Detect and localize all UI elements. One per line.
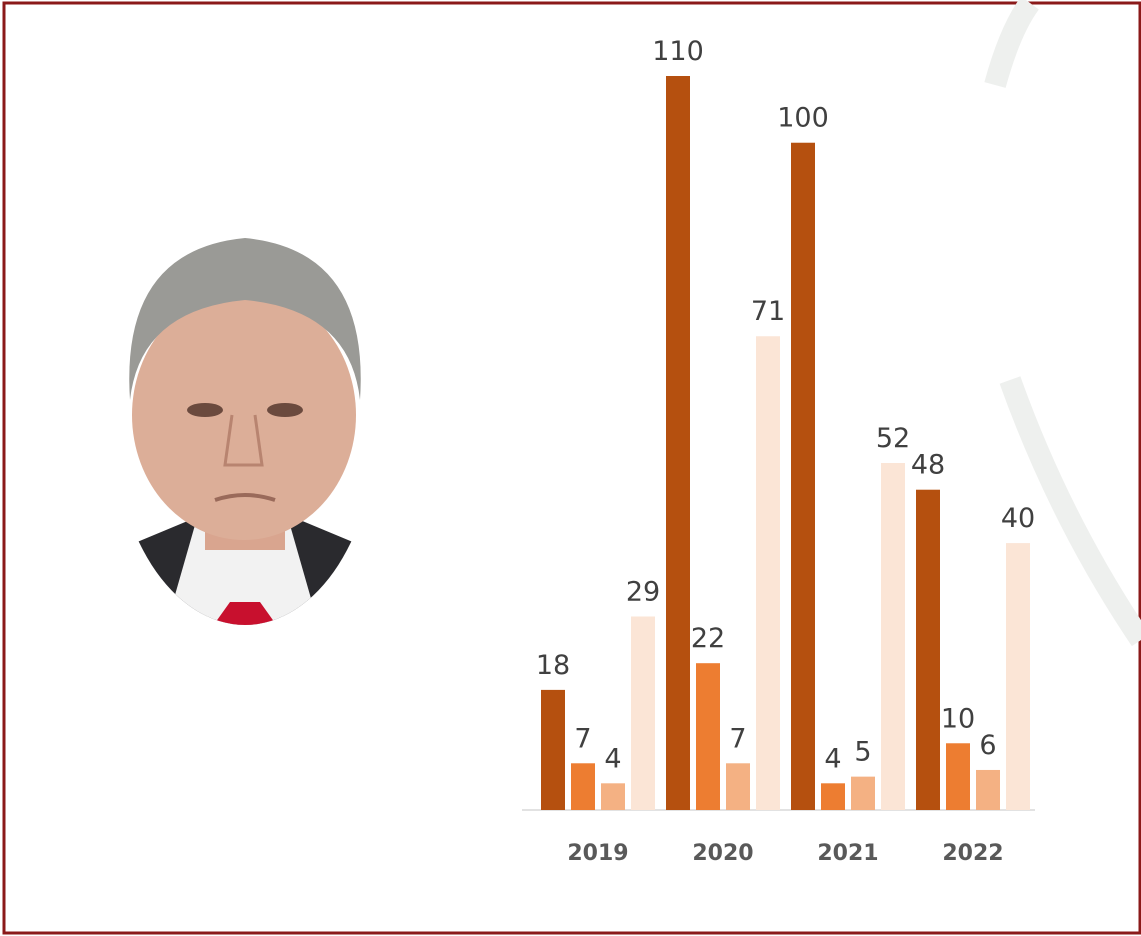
decor-arc: [999, 376, 1141, 647]
data-label: 4: [824, 743, 841, 774]
data-label: 10: [941, 703, 975, 734]
bar: [571, 763, 595, 810]
bar: [851, 776, 875, 810]
photo: [113, 215, 377, 625]
data-label: 52: [876, 423, 910, 454]
data-label: 5: [854, 737, 871, 768]
data-label: 40: [1001, 503, 1035, 534]
bar: [791, 142, 815, 810]
data-label: 48: [911, 450, 945, 481]
data-label: 71: [751, 296, 785, 327]
bar: [541, 689, 565, 810]
data-label: 4: [604, 743, 621, 774]
bar: [631, 616, 655, 810]
x-tick-label: 2022: [942, 841, 1003, 866]
data-label: 7: [729, 723, 746, 754]
bar: [916, 489, 940, 810]
data-label: 18: [536, 650, 570, 681]
x-tick-label: 2020: [692, 841, 753, 866]
bar: [756, 336, 780, 810]
bar: [696, 663, 720, 810]
bar: [601, 783, 625, 810]
x-tick-label: 2019: [567, 841, 628, 866]
bar: [726, 763, 750, 810]
data-label: 22: [691, 623, 725, 654]
bar: [976, 769, 1000, 810]
x-tick-label: 2021: [817, 841, 878, 866]
bar: [1006, 543, 1030, 810]
data-label: 7: [574, 723, 591, 754]
data-label: 110: [652, 36, 704, 67]
bar: [881, 463, 905, 810]
decor-arc: [984, 0, 1039, 88]
bar: [666, 76, 690, 810]
data-label: 100: [777, 103, 829, 134]
bar: [821, 783, 845, 810]
data-label: 6: [979, 730, 996, 761]
bar: [946, 743, 970, 810]
data-label: 29: [626, 576, 660, 607]
